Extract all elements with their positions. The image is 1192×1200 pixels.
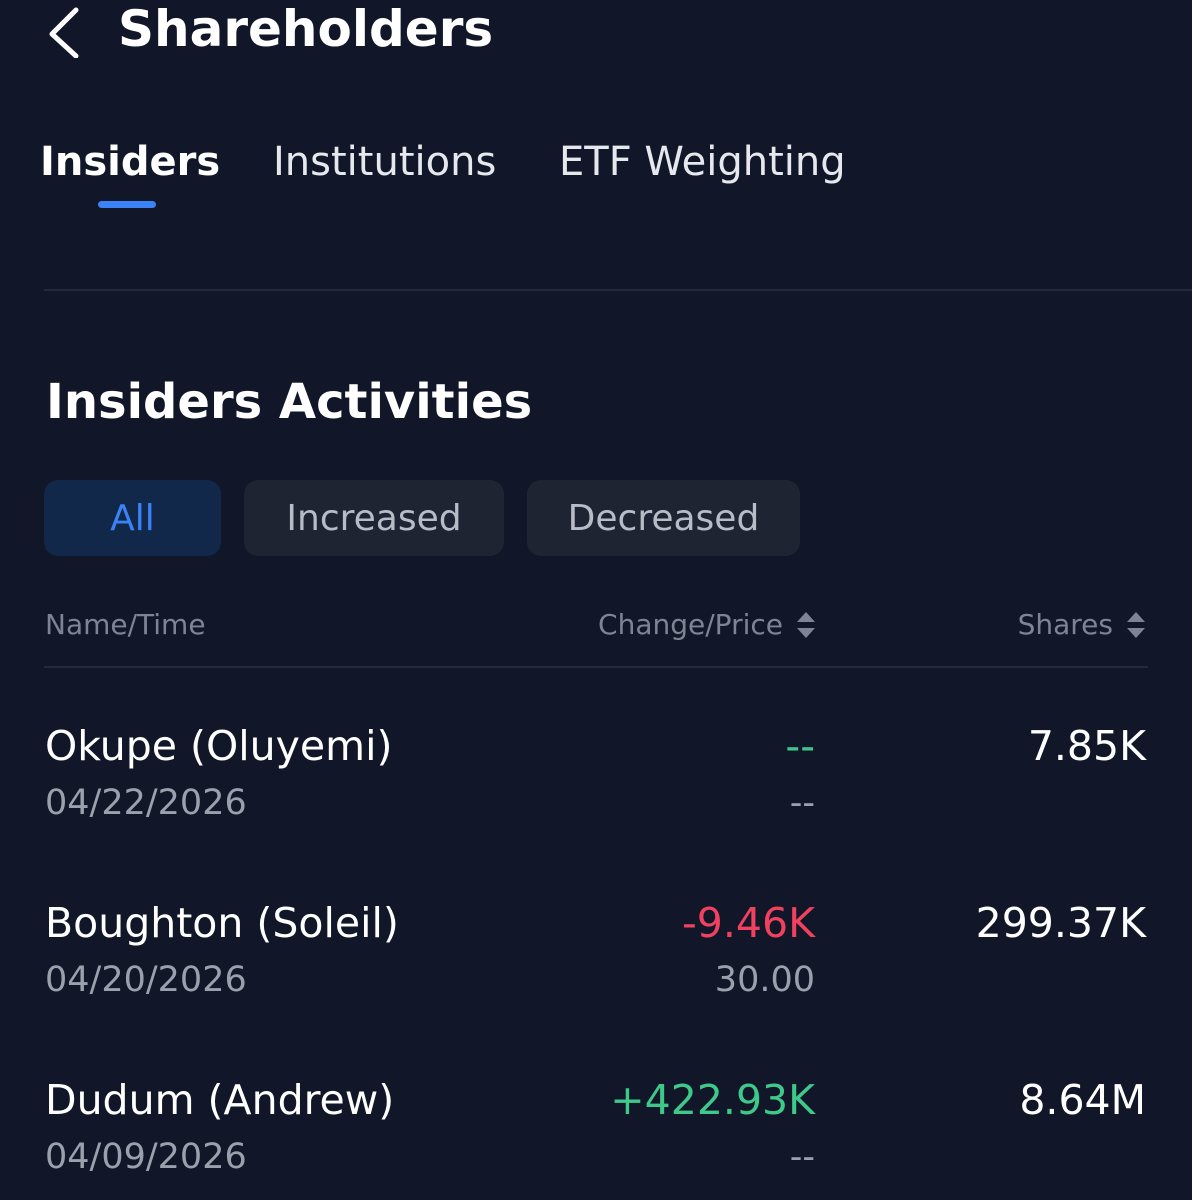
back-button[interactable] bbox=[44, 6, 84, 58]
trade-date: 04/20/2026 bbox=[45, 960, 247, 1000]
column-header[interactable]: Shares bbox=[1017, 608, 1113, 641]
divider bbox=[44, 666, 1148, 668]
filter-pill[interactable]: Decreased bbox=[527, 480, 800, 556]
share-change: -9.46K bbox=[682, 899, 815, 947]
shares-held: 8.64M bbox=[1019, 1076, 1146, 1124]
trade-date: 04/22/2026 bbox=[45, 783, 247, 823]
trade-price: 30.00 bbox=[714, 960, 815, 1000]
trade-price: -- bbox=[789, 1137, 815, 1177]
page-title: Shareholders bbox=[118, 0, 494, 58]
tab-indicator bbox=[98, 201, 156, 208]
tab[interactable]: Insiders bbox=[40, 139, 221, 185]
sort-icon[interactable] bbox=[1125, 611, 1147, 639]
trade-date: 04/09/2026 bbox=[45, 1137, 247, 1177]
section-title: Insiders Activities bbox=[46, 374, 533, 430]
tab[interactable]: ETF Weighting bbox=[559, 139, 846, 185]
shares-held: 7.85K bbox=[1027, 722, 1146, 770]
insider-name: Okupe (Oluyemi) bbox=[45, 722, 393, 770]
share-change: +422.93K bbox=[610, 1076, 815, 1124]
insider-name: Dudum (Andrew) bbox=[45, 1076, 395, 1124]
insider-name: Boughton (Soleil) bbox=[45, 899, 399, 947]
share-change: -- bbox=[785, 722, 815, 770]
filter-pill[interactable]: All bbox=[44, 480, 221, 556]
column-header: Name/Time bbox=[45, 608, 206, 641]
column-header[interactable]: Change/Price bbox=[598, 608, 783, 641]
sort-icon[interactable] bbox=[795, 611, 817, 639]
trade-price: -- bbox=[789, 783, 815, 823]
shares-held: 299.37K bbox=[975, 899, 1146, 947]
divider bbox=[44, 289, 1192, 291]
tab[interactable]: Institutions bbox=[273, 139, 497, 185]
filter-pill[interactable]: Increased bbox=[244, 480, 504, 556]
